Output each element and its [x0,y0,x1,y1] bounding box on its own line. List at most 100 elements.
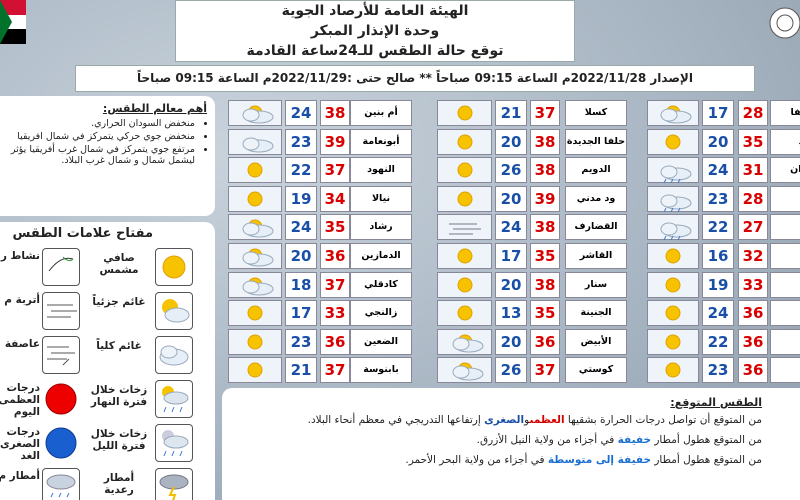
key-icon [155,424,193,462]
station-label: سنار [584,278,608,290]
station-name: القاشر [565,243,627,269]
key-label: أتربة م [4,294,40,306]
forecast-highlight: خفيفة إلى متوسطة [547,454,652,466]
station-label: بابنوسة [363,364,399,376]
station-label: أم بنين [364,107,398,118]
icon-graphic [660,165,692,184]
weather-icon [647,300,699,327]
max-temp: 35 [320,214,350,241]
station-name: رشاد [350,214,412,241]
weather-icon [647,185,699,212]
station-name [770,357,800,384]
key-title: مفتاح علامات الطقس [12,226,154,241]
key-label: غائم جزئياً [92,296,146,308]
key-icon-graphic [47,304,77,318]
title: توقع حالة الطقس للـ24ساعة القادمة [246,43,504,59]
icon-graphic [247,191,263,207]
weather-icon [228,128,282,155]
logo [769,7,800,39]
max-temp: 34 [320,185,350,212]
key-icon [42,380,80,418]
forecast-text: في أجزاء من ولاية البحر الأحمر. [405,454,548,466]
max-temp: 36 [738,300,768,327]
forecast-panel: الطقس المتوقع: من المتوقع أن تواصل درجات… [222,388,800,500]
key-icon [155,336,193,374]
min-temp: 24 [285,214,317,241]
station-label: الدمازين [361,250,401,261]
weather-icon [647,128,699,155]
weather-icon [647,214,699,241]
weather-icon [647,271,699,298]
min-temp: 23 [285,128,317,155]
station-name: ود مدني [565,185,627,212]
station-label: الجنينة [580,307,612,319]
min-temp: 24 [285,100,317,126]
station-label: كادقلي [364,278,398,290]
icon-graphic [457,305,472,321]
station-label: د [799,136,800,147]
unit: وحدة الإنذار المبكر [310,23,440,39]
icon-graphic [452,362,483,381]
min-temp: 24 [702,157,734,184]
key-label: زخات خلال فترة النهار [90,384,148,408]
key-label: صافي مشمس [99,252,139,276]
icon-graphic [247,362,263,378]
max-temp: 36 [738,357,768,384]
min-temp: 22 [702,214,734,241]
station-name: أبونعامة [350,128,412,155]
icon-graphic [457,248,472,264]
min-temp: 17 [702,100,734,126]
min-temp: 24 [495,214,527,241]
forecast-title: الطقس المتوقع: [670,396,762,409]
key-label: نشاط ر [0,250,40,262]
icon-graphic [665,305,681,321]
min-temp: 23 [285,328,317,355]
icon-graphic [457,162,472,178]
icon-graphic [665,134,681,150]
max-temp: 38 [530,271,560,298]
icon-graphic [448,223,481,235]
station-name [770,271,800,298]
station-name: حلفا الجديدة [565,128,627,155]
key-label: أمطار م [0,470,40,482]
station-name: أم بنين [350,100,412,126]
key-icon [155,468,193,500]
key-icon-graphic [45,427,77,459]
station-name: ردان [770,157,800,184]
org: الهيئة العامة للأرصاد الجوية [281,3,469,19]
min-temp: 20 [495,328,527,355]
forecast-text: من المتوقع هطول أمطار [651,434,762,446]
icon-graphic [242,219,274,238]
key-panel: مفتاح علامات الطقس صافي مشمس غائم جزئياً غ… [0,222,215,500]
min-temp: 21 [495,100,527,126]
max-temp: 37 [320,271,350,298]
station-label: ود مدني [576,192,616,204]
min-temp: 24 [702,300,734,327]
station-name [770,185,800,212]
key-icon-graphic [45,383,77,415]
min-temp: 22 [285,157,317,184]
station-label: الدويم [581,164,611,176]
station-label: كوستي [578,364,614,376]
max-temp: 35 [738,128,768,155]
key-icon [42,292,80,330]
forecast-text: و [524,414,530,426]
station-name: الدمازين [350,243,412,269]
weather-icon [437,100,492,126]
station-name: الضعين [350,328,412,355]
icon-graphic [247,162,263,178]
min-temp: 23 [702,357,734,384]
station-name: كوستي [565,357,627,384]
icon-graphic [242,137,274,153]
station-label: حلفا [790,107,800,118]
forecast-highlight: خفيفة [617,434,652,446]
max-temp: 36 [738,328,768,355]
station-label: زالنجي [364,307,398,319]
max-temp: 38 [530,214,560,241]
min-temp: 19 [702,271,734,298]
weather-icon [437,271,492,298]
weather-icon [437,243,492,269]
forecast-text: في أجزاء من ولاية النيل الأزرق. [476,434,618,446]
station-label: رشاد [369,221,393,233]
